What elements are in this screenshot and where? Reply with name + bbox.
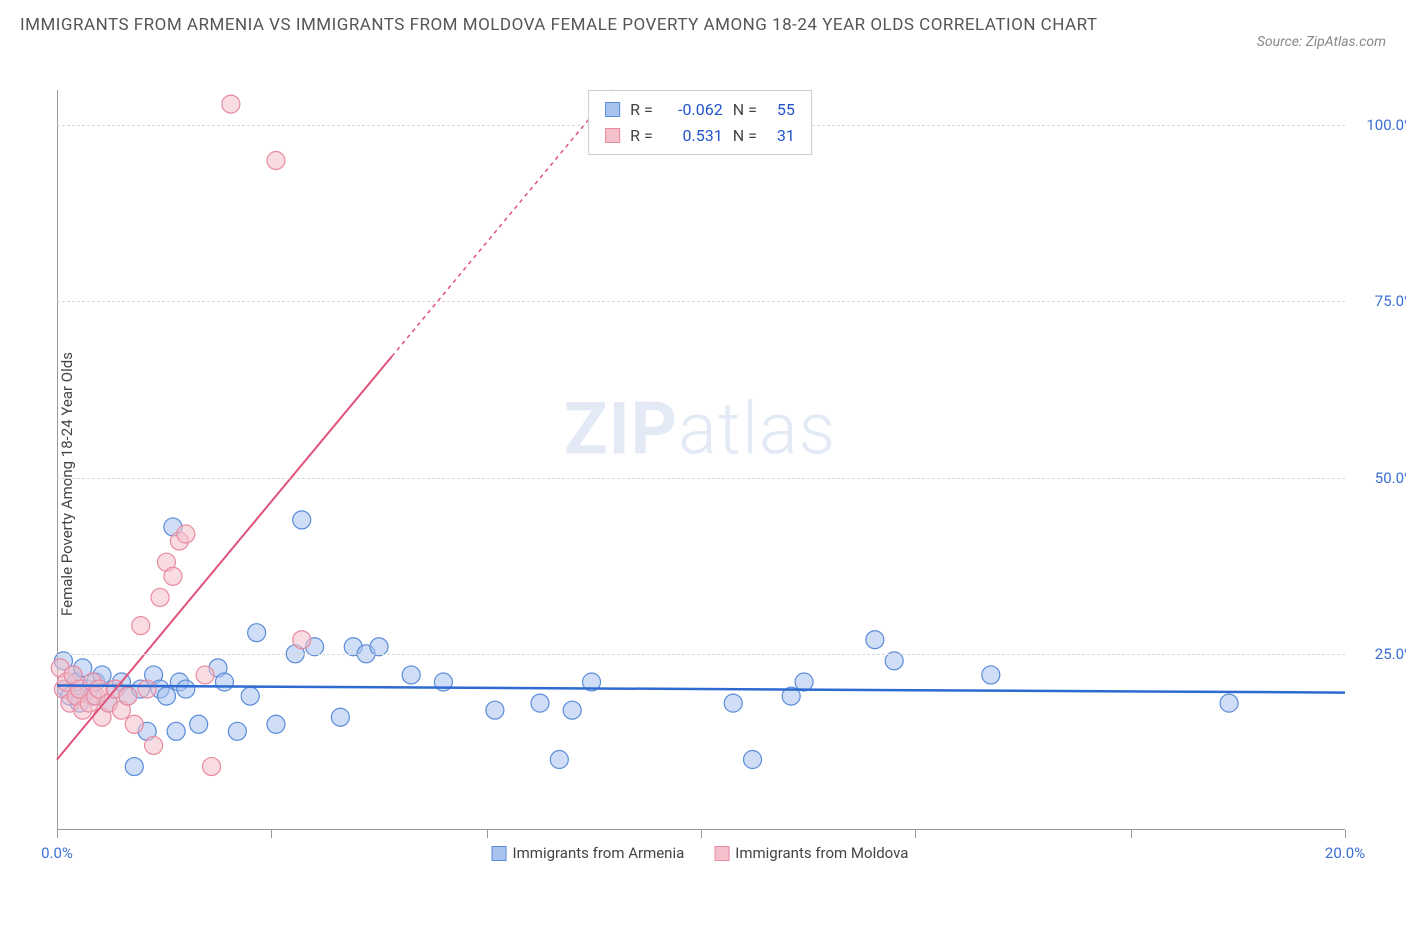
y-tick-label: 25.0% — [1375, 645, 1406, 663]
trend-line — [57, 356, 392, 759]
x-tick — [57, 830, 58, 838]
legend-swatch — [605, 102, 620, 117]
data-point — [402, 666, 420, 684]
y-tick-label: 100.0% — [1366, 116, 1406, 134]
gridline — [57, 301, 1345, 302]
data-point — [190, 715, 208, 733]
data-point — [119, 687, 137, 705]
stats-row: R = -0.062 N = 55 — [605, 97, 795, 123]
data-point — [531, 694, 549, 712]
data-point — [157, 687, 175, 705]
legend-item: Immigrants from Moldova — [714, 844, 908, 862]
data-point — [164, 567, 182, 585]
data-point — [982, 666, 1000, 684]
stats-legend-box: R = -0.062 N = 55 R = 0.531 N = 31 — [588, 90, 812, 155]
data-point — [550, 751, 568, 769]
data-point — [132, 617, 150, 635]
data-point — [222, 95, 240, 113]
r-label: R = — [630, 123, 653, 149]
legend-label: Immigrants from Armenia — [513, 844, 685, 862]
data-point — [145, 736, 163, 754]
data-point — [795, 673, 813, 691]
x-tick — [271, 830, 272, 838]
data-point — [724, 694, 742, 712]
data-point — [866, 631, 884, 649]
data-point — [167, 722, 185, 740]
trend-line-dashed — [392, 90, 613, 356]
x-tick — [487, 830, 488, 838]
chart-title: IMMIGRANTS FROM ARMENIA VS IMMIGRANTS FR… — [20, 12, 1098, 39]
data-point — [293, 631, 311, 649]
data-point — [215, 673, 233, 691]
legend-swatch — [492, 846, 507, 861]
r-value: 0.531 — [663, 123, 723, 149]
legend-swatch — [605, 128, 620, 143]
r-label: R = — [630, 97, 653, 123]
x-tick — [701, 830, 702, 838]
n-label: N = — [733, 97, 757, 123]
series-legend: Immigrants from Armenia Immigrants from M… — [492, 844, 909, 862]
data-point — [486, 701, 504, 719]
legend-item: Immigrants from Armenia — [492, 844, 685, 862]
n-value: 31 — [767, 123, 795, 149]
n-label: N = — [733, 123, 757, 149]
data-point — [331, 708, 349, 726]
n-value: 55 — [767, 97, 795, 123]
chart-area: Female Poverty Among 18-24 Year Olds ZIP… — [55, 90, 1345, 860]
data-point — [248, 624, 266, 642]
data-point — [228, 722, 246, 740]
data-point — [241, 687, 259, 705]
data-point — [267, 715, 285, 733]
data-point — [267, 151, 285, 169]
data-point — [196, 666, 214, 684]
data-point — [177, 680, 195, 698]
data-point — [125, 715, 143, 733]
legend-swatch — [714, 846, 729, 861]
data-point — [138, 680, 156, 698]
data-point — [563, 701, 581, 719]
x-tick-label: 0.0% — [41, 844, 73, 862]
r-value: -0.062 — [663, 97, 723, 123]
x-tick — [1131, 830, 1132, 838]
stats-row: R = 0.531 N = 31 — [605, 123, 795, 149]
data-point — [177, 525, 195, 543]
source-attribution: Source: ZipAtlas.com — [1257, 34, 1386, 50]
gridline — [57, 478, 1345, 479]
data-point — [293, 511, 311, 529]
gridline — [57, 654, 1345, 655]
data-point — [151, 588, 169, 606]
x-tick — [915, 830, 916, 838]
x-tick-label: 20.0% — [1325, 844, 1365, 862]
y-tick-label: 50.0% — [1375, 469, 1406, 487]
data-point — [1220, 694, 1238, 712]
data-point — [125, 758, 143, 776]
x-tick — [1345, 830, 1346, 838]
y-tick-label: 75.0% — [1375, 292, 1406, 310]
legend-label: Immigrants from Moldova — [735, 844, 908, 862]
data-point — [203, 758, 221, 776]
data-point — [744, 751, 762, 769]
scatter-plot: 25.0%50.0%75.0%100.0%0.0%20.0% — [55, 90, 1345, 860]
